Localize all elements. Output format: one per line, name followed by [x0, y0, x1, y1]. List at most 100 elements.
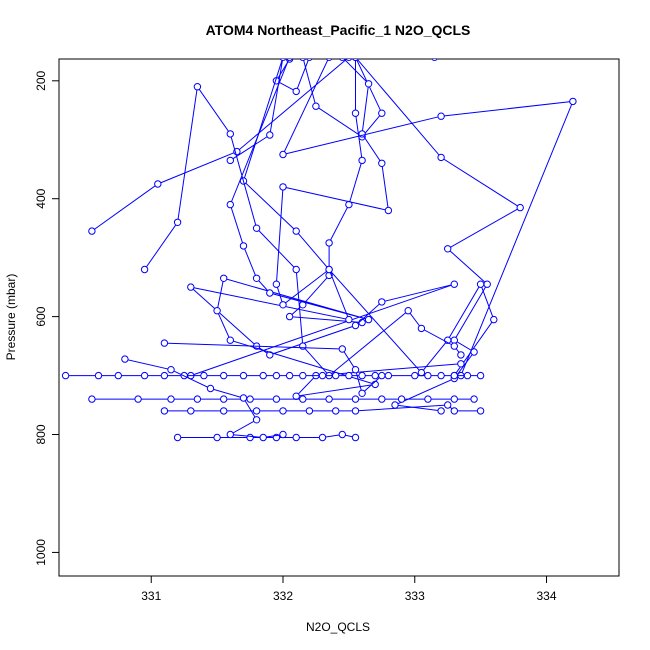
data-point	[318, 371, 327, 380]
data-point	[483, 280, 491, 288]
data-point	[140, 265, 149, 274]
data-point	[437, 407, 445, 415]
data-point	[220, 371, 228, 380]
y-axis: 200 400 600 800 1000	[34, 70, 59, 566]
data-point	[94, 371, 103, 380]
data-point	[279, 183, 287, 191]
x-tick-label: 334	[537, 589, 557, 603]
data-point	[569, 97, 577, 106]
data-point	[476, 407, 485, 415]
data-point	[450, 280, 458, 288]
data-point	[345, 371, 353, 380]
data-point	[358, 371, 366, 380]
data-point	[450, 342, 458, 350]
chart-title: ATOM4 Northeast_Pacific_1 N2O_QCLS	[206, 22, 471, 38]
data-point	[470, 348, 478, 356]
series-line	[91, 59, 574, 376]
data-point	[391, 401, 399, 409]
data-point	[378, 109, 386, 117]
data-point	[220, 407, 228, 415]
data-point	[338, 345, 346, 353]
data-point	[351, 433, 360, 442]
x-axis: 331 332 333 334	[141, 576, 557, 603]
data-point	[358, 389, 366, 397]
data-point	[279, 150, 287, 159]
series-1	[272, 59, 386, 327]
data-point	[351, 407, 360, 415]
data-point	[272, 395, 281, 403]
y-tick-label: 800	[34, 424, 48, 444]
x-axis-label: N2O_QCLS	[306, 620, 370, 634]
data-point	[476, 371, 485, 380]
data-point	[239, 242, 248, 250]
data-point	[206, 384, 215, 393]
data-point	[286, 59, 293, 61]
data-point	[305, 407, 314, 415]
data-point	[450, 395, 458, 403]
series-5	[88, 59, 577, 380]
series-12	[121, 355, 287, 442]
x-tick-label: 331	[141, 589, 161, 603]
data-point	[88, 395, 96, 403]
series-13	[160, 339, 386, 397]
data-point	[154, 180, 162, 188]
data-point	[378, 371, 386, 380]
data-point	[173, 218, 182, 227]
data-point	[239, 371, 248, 380]
data-point	[187, 407, 195, 415]
data-point	[325, 265, 333, 274]
data-point	[252, 407, 261, 415]
x-tick-label: 333	[405, 589, 425, 603]
data-point	[457, 360, 465, 368]
data-point	[285, 312, 294, 321]
data-point	[279, 407, 287, 415]
data-point	[424, 395, 432, 403]
data-point	[411, 371, 419, 380]
data-point	[279, 301, 287, 309]
data-point	[444, 245, 452, 253]
data-point	[431, 59, 438, 61]
data-point	[358, 318, 366, 327]
data-point	[246, 433, 254, 442]
data-point	[417, 368, 426, 377]
data-point	[266, 131, 274, 139]
data-point	[160, 339, 169, 347]
y-tick-label: 600	[34, 306, 48, 326]
data-point	[490, 315, 498, 324]
data-point	[378, 159, 386, 168]
series-6	[352, 59, 524, 415]
data-point	[312, 102, 320, 110]
data-point	[424, 371, 432, 380]
data-point	[351, 366, 360, 374]
series-line	[189, 59, 455, 377]
data-point	[299, 342, 307, 350]
data-point	[358, 156, 366, 165]
data-point	[450, 371, 458, 380]
data-point	[351, 109, 360, 117]
data-point	[114, 371, 123, 380]
data-point	[339, 59, 346, 61]
data-point	[351, 321, 360, 330]
data-point	[332, 371, 340, 380]
x-tick-label: 332	[273, 589, 293, 603]
series-layer	[61, 59, 577, 442]
data-point	[463, 371, 472, 380]
data-point	[352, 59, 359, 61]
data-point	[279, 430, 287, 439]
data-point	[364, 80, 373, 88]
data-point	[516, 203, 524, 212]
data-point	[338, 430, 346, 439]
data-point	[259, 371, 267, 380]
data-point	[437, 153, 445, 162]
data-point	[351, 395, 360, 403]
data-point	[299, 371, 307, 380]
data-point	[252, 274, 261, 282]
data-point	[220, 274, 228, 282]
data-point	[121, 355, 129, 363]
data-point	[345, 59, 353, 61]
data-point	[279, 59, 287, 61]
data-point	[292, 265, 300, 274]
data-point	[61, 371, 70, 380]
data-point	[167, 366, 175, 374]
data-point	[272, 280, 281, 288]
